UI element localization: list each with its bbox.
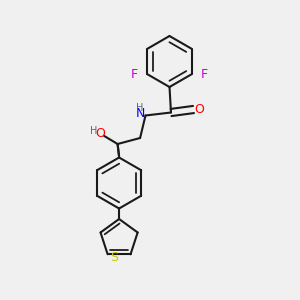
Text: H: H <box>136 103 144 113</box>
Text: O: O <box>95 127 105 140</box>
Text: F: F <box>201 68 208 81</box>
Text: N: N <box>135 106 145 120</box>
Text: H: H <box>90 126 97 136</box>
Text: O: O <box>194 103 204 116</box>
Text: S: S <box>110 251 118 264</box>
Text: F: F <box>131 68 138 81</box>
